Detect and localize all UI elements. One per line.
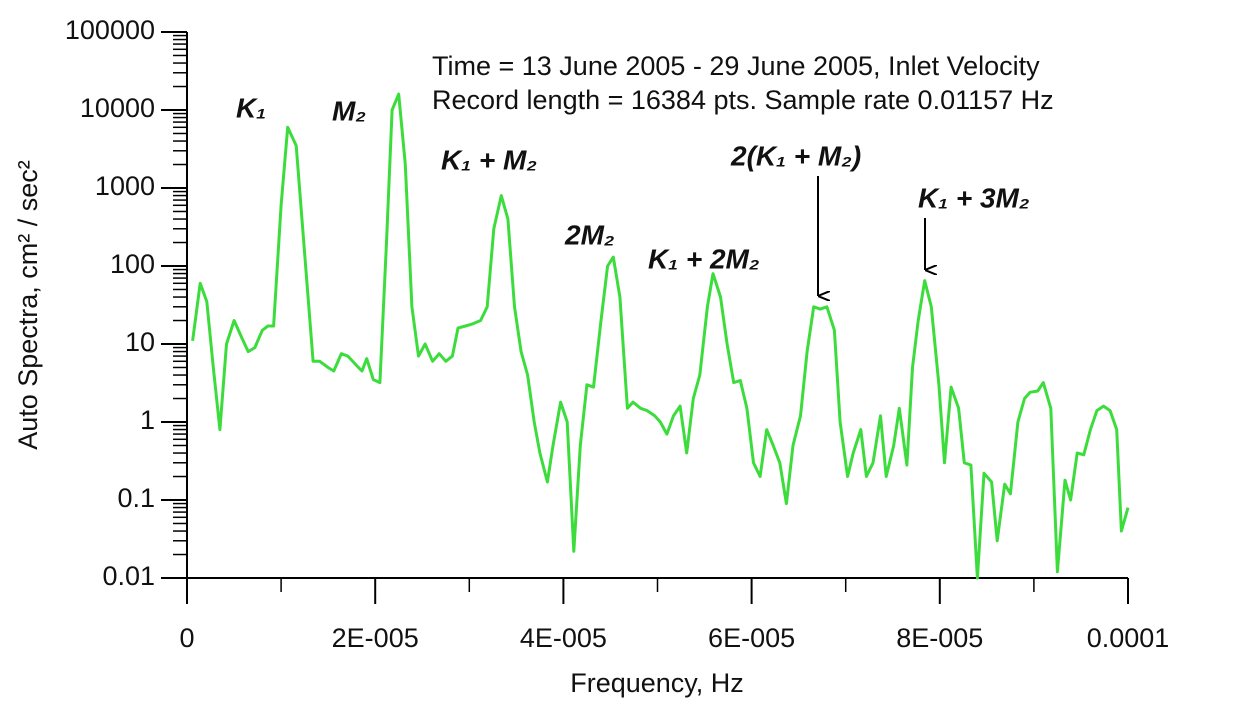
y-tick-label: 100 xyxy=(110,249,155,279)
y-tick-label: 0.1 xyxy=(117,483,155,513)
peak-annotation: K₁ + M₂ xyxy=(441,144,537,175)
subtitle: Record length = 16384 pts. Sample rate 0… xyxy=(432,85,1054,115)
x-tick-label: 6E-005 xyxy=(708,623,795,653)
peak-annotation: K₁ + 3M₂ xyxy=(918,182,1030,213)
peak-annotation: M₂ xyxy=(332,95,366,126)
peak-annotation: 2M₂ xyxy=(564,219,615,250)
x-tick-label: 2E-005 xyxy=(332,623,419,653)
peak-annotation: K₁ + 2M₂ xyxy=(648,243,760,274)
y-tick-label: 10 xyxy=(125,327,155,357)
x-tick-label: 4E-005 xyxy=(520,623,607,653)
peak-annotation: 2(K₁ + M₂) xyxy=(730,140,861,171)
y-tick-label: 1000 xyxy=(95,171,155,201)
y-tick-label: 10000 xyxy=(80,93,155,123)
subtitle: Time = 13 June 2005 - 29 June 2005, Inle… xyxy=(432,51,1040,81)
y-tick-label: 100000 xyxy=(65,15,155,45)
x-tick-label: 8E-005 xyxy=(896,623,983,653)
x-axis-label: Frequency, Hz xyxy=(570,668,744,698)
peak-annotation: K₁ xyxy=(236,92,266,123)
y-tick-label: 0.01 xyxy=(102,561,155,591)
data-line xyxy=(191,92,1130,580)
x-tick-label: 0 xyxy=(179,623,194,653)
y-axis-label: Auto Spectra, cm² / sec² xyxy=(13,160,43,450)
y-tick-label: 1 xyxy=(140,405,155,435)
x-tick-label: 0.0001 xyxy=(1087,623,1170,653)
